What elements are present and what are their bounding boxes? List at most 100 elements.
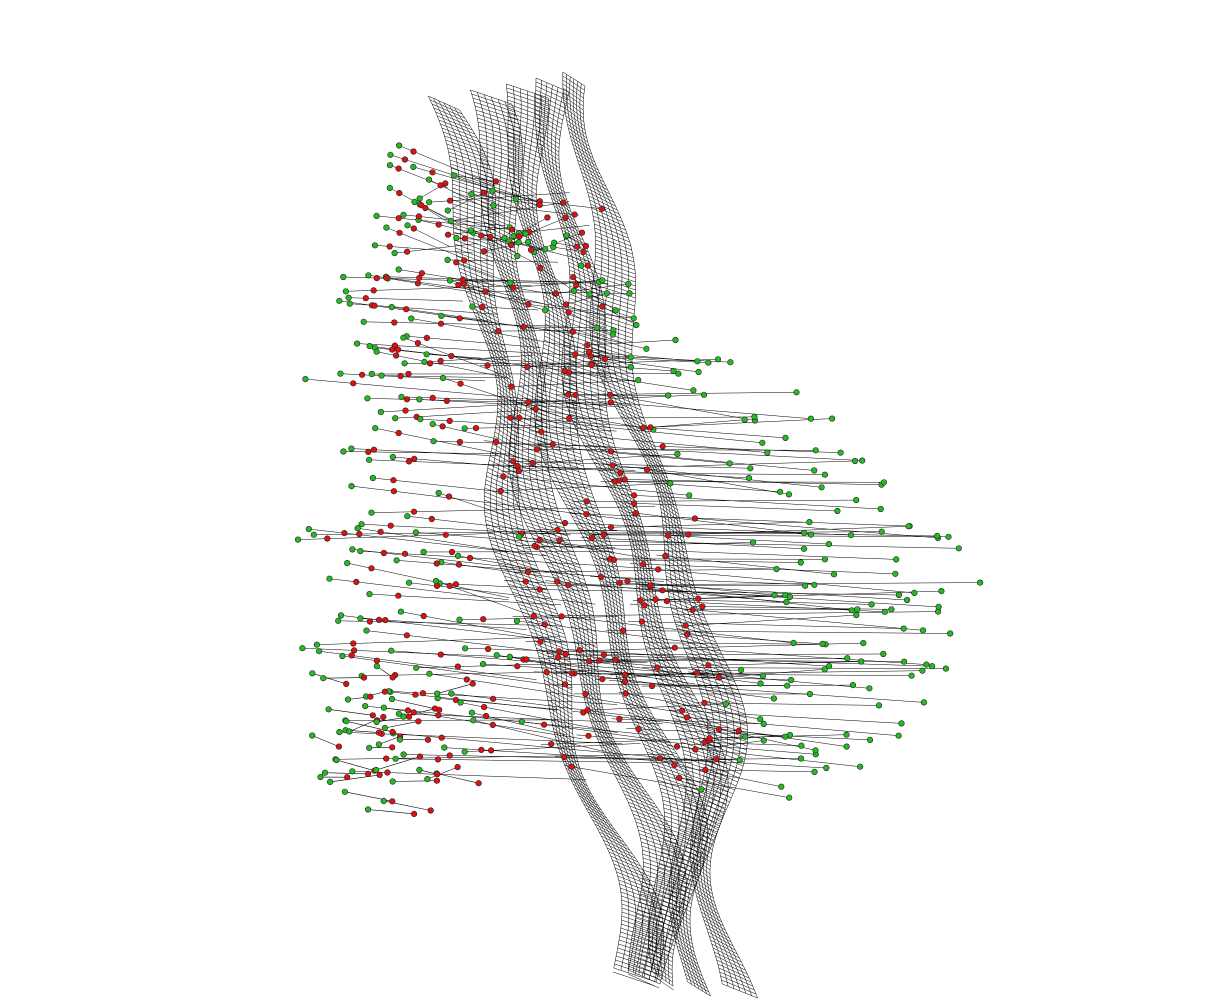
green-point — [955, 545, 962, 552]
red-point — [376, 771, 383, 779]
link-line — [676, 614, 857, 627]
green-point — [903, 596, 911, 604]
green-point — [603, 290, 611, 297]
red-point — [586, 658, 593, 665]
green-point — [938, 587, 945, 595]
green-point — [420, 548, 427, 556]
green-point — [695, 368, 702, 376]
green-point — [426, 199, 433, 206]
red-point — [482, 288, 489, 295]
red-point — [570, 274, 577, 281]
red-point — [389, 674, 396, 681]
red-point — [426, 360, 434, 367]
green-point — [790, 639, 797, 647]
red-point — [380, 549, 388, 557]
red-point — [411, 455, 418, 462]
link-line — [570, 394, 669, 396]
red-point — [684, 631, 691, 638]
red-point — [544, 214, 551, 221]
green-point — [344, 559, 351, 567]
red-point — [611, 478, 618, 485]
red-point — [410, 148, 417, 155]
green-point — [346, 728, 353, 735]
green-point — [398, 393, 405, 401]
red-point — [384, 769, 391, 776]
green-point — [313, 641, 321, 648]
green-point — [895, 591, 903, 599]
green-point — [563, 232, 570, 239]
red-point — [678, 707, 686, 714]
green-point — [849, 681, 857, 689]
red-point — [383, 755, 390, 762]
link-line — [444, 747, 692, 764]
link-line — [411, 318, 609, 354]
red-point — [715, 726, 723, 733]
red-point — [371, 302, 378, 309]
red-point — [671, 644, 678, 651]
red-point — [620, 627, 627, 634]
red-point — [562, 301, 570, 308]
green-point — [378, 372, 385, 379]
red-point — [461, 235, 468, 242]
red-point — [431, 705, 439, 712]
red-point — [445, 231, 452, 238]
green-point — [429, 421, 436, 428]
green-point — [416, 766, 423, 774]
green-point — [377, 408, 385, 416]
red-point — [362, 295, 369, 302]
green-point — [911, 589, 918, 597]
green-point — [333, 756, 340, 764]
red-point — [373, 657, 381, 664]
green-point — [342, 288, 350, 295]
red-point — [600, 531, 607, 539]
green-point — [372, 425, 379, 432]
green-point — [844, 655, 851, 662]
link-line — [600, 450, 815, 471]
link-line — [536, 443, 863, 461]
green-point — [456, 616, 463, 623]
link-line — [680, 633, 823, 645]
red-point — [405, 370, 412, 378]
red-point — [461, 257, 468, 264]
link-line — [538, 266, 575, 292]
green-point — [366, 456, 373, 463]
green-point — [819, 640, 826, 648]
red-point — [423, 334, 431, 342]
green-point — [599, 277, 606, 284]
green-point — [493, 652, 500, 659]
green-point — [625, 280, 632, 288]
red-point — [607, 399, 614, 406]
green-point — [369, 474, 377, 482]
red-point — [561, 519, 569, 527]
green-point — [626, 290, 633, 297]
red-point — [395, 592, 402, 599]
red-point — [572, 351, 579, 358]
link-line — [453, 260, 511, 284]
red-point — [480, 616, 487, 623]
red-point — [508, 241, 515, 249]
link-line — [586, 657, 848, 661]
red-point — [621, 476, 628, 483]
green-point — [364, 395, 371, 402]
link-line — [576, 734, 816, 755]
red-point — [373, 275, 380, 282]
red-point — [671, 761, 678, 769]
green-point — [875, 702, 883, 709]
link-line — [537, 529, 938, 537]
link-line — [699, 769, 815, 773]
link-line — [338, 620, 551, 626]
green-point — [635, 377, 642, 384]
red-point — [530, 612, 537, 620]
green-point — [373, 212, 380, 219]
green-point — [344, 696, 352, 703]
red-point — [387, 522, 394, 529]
green-point — [812, 447, 819, 454]
green-point — [441, 744, 448, 751]
green-point — [823, 764, 830, 772]
green-point — [513, 617, 521, 625]
green-point — [920, 699, 928, 706]
green-point — [675, 370, 682, 377]
green-point — [446, 277, 454, 284]
link-line — [619, 580, 775, 596]
red-point — [571, 211, 578, 218]
